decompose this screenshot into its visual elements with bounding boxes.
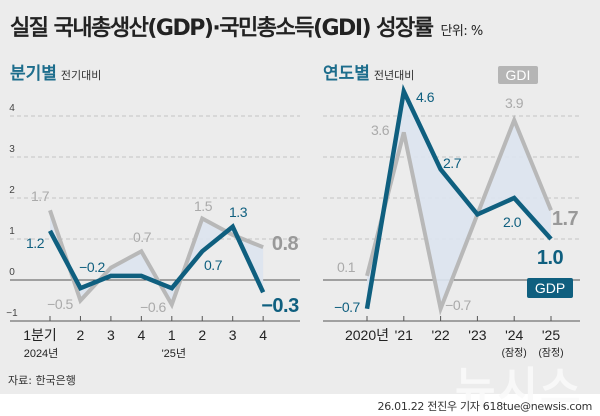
data-label: −0.5	[47, 296, 73, 312]
x-tick-label: '22	[431, 327, 449, 343]
x-tick-label: 4	[259, 327, 267, 343]
x-tick-label: '21	[395, 327, 413, 343]
year-label: '25년	[162, 347, 186, 360]
x-tick-label: 4	[137, 327, 145, 343]
data-label: 2.7	[443, 155, 462, 171]
source-note: 자료: 한국은행	[8, 372, 76, 388]
data-label: 3.9	[505, 95, 524, 111]
chart-heading: 연도별 전년대비	[323, 64, 414, 84]
data-label: −0.7	[334, 299, 360, 315]
x-tick-label: '23	[468, 327, 486, 343]
data-label: 3.6	[371, 122, 390, 138]
y-tick-label: 3	[9, 144, 15, 155]
y-tick-label: 1	[9, 226, 15, 237]
annual-chart: 연도별 전년대비 2020년 '21 '22 '23 '24 '25 (잠정) (잠정) −0.7 0…	[323, 64, 580, 359]
year-label: 2024년	[24, 347, 59, 360]
subheading-text: 전년대비	[374, 69, 414, 82]
provisional-label: (잠정)	[502, 347, 527, 359]
y-tick-label: −1	[6, 308, 18, 319]
data-label: 0.7	[204, 257, 223, 273]
data-label: 1.7	[31, 188, 50, 204]
data-label: 1.3	[229, 204, 248, 220]
x-tick-label: 2	[77, 327, 85, 343]
heading-text: 연도별	[323, 64, 370, 84]
data-label: 4.6	[416, 89, 435, 105]
x-tick-label: 1	[168, 327, 176, 343]
x-tick-label: 1분기	[23, 327, 57, 343]
data-label: −0.7	[445, 297, 471, 313]
legend-gdi-label: GDI	[506, 67, 531, 83]
area-between-series	[367, 91, 551, 308]
area-between-series	[50, 210, 263, 304]
data-label: 0.7	[133, 229, 152, 245]
x-tick-label: 3	[229, 327, 237, 343]
data-label: 0.1	[337, 259, 356, 275]
data-label: 1.0	[537, 247, 564, 269]
subheading-text: 전기대비	[61, 69, 101, 82]
data-label: 0.8	[272, 233, 299, 255]
data-label: −0.6	[140, 299, 166, 315]
data-label: −0.3	[261, 295, 299, 317]
y-tick-label: 0	[9, 267, 15, 278]
legend-gdp-label: GDP	[535, 280, 565, 296]
heading-text: 분기별	[10, 64, 57, 84]
data-label: 1.7	[552, 208, 579, 230]
data-label: 2.0	[503, 214, 522, 230]
data-label: −0.2	[79, 259, 105, 275]
x-tick-label: 2020년	[345, 327, 389, 343]
chart-heading: 분기별 전기대비	[10, 64, 101, 84]
credit-line: 26.01.22 전진우 기자 618tue@newsis.com	[378, 398, 592, 414]
data-label: 1.2	[26, 235, 45, 251]
data-label: 1.5	[194, 198, 213, 214]
y-tick-label: 2	[9, 185, 15, 196]
x-tick-label: 2	[198, 327, 206, 343]
quarterly-chart: 분기별 전기대비 4 3 2 1 0 −1 1분기 2 3 4 1 2 3 4 2024년 '25년 1.7 1.2 −…	[6, 64, 300, 360]
provisional-label: (잠정)	[538, 347, 563, 359]
x-tick-label: '25	[542, 327, 560, 343]
x-tick-label: '24	[505, 327, 523, 343]
y-tick-label: 4	[9, 103, 15, 114]
x-tick-label: 3	[107, 327, 115, 343]
